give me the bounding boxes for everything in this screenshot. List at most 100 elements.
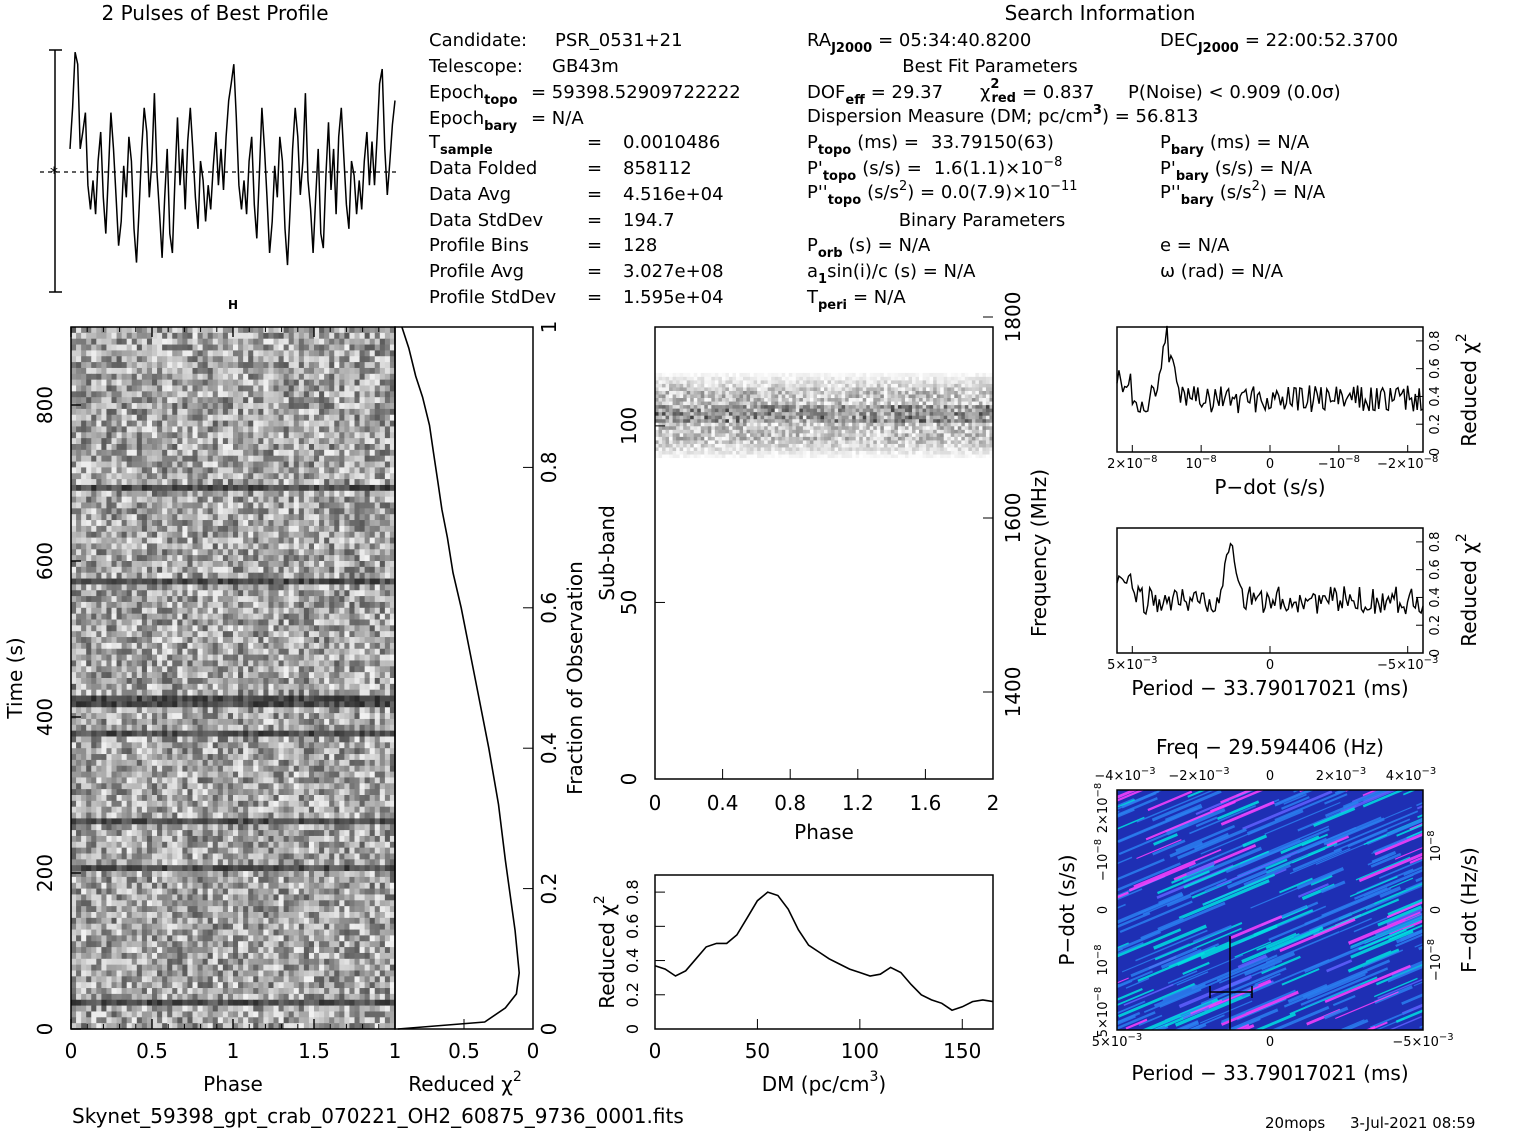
heatmap-cell xyxy=(152,362,158,369)
heatmap-cell xyxy=(268,338,274,345)
heatmap-cell xyxy=(106,408,112,416)
heatmap-cell xyxy=(329,520,335,527)
heatmap-cell xyxy=(339,596,345,603)
heatmap-cell xyxy=(339,701,345,708)
heatmap-cell xyxy=(111,625,117,632)
heatmap-cell xyxy=(329,490,335,498)
heatmap-cell xyxy=(152,607,158,615)
heatmap-cell xyxy=(81,408,87,416)
heatmap-cell xyxy=(283,590,290,597)
heatmap-cell xyxy=(111,537,117,544)
heatmap-cell xyxy=(101,754,107,761)
heatmap-cell xyxy=(369,332,376,340)
heatmap-cell xyxy=(131,455,138,462)
heatmap-cell xyxy=(354,683,360,691)
heatmap-cell xyxy=(116,408,123,416)
heatmap-cell xyxy=(298,490,305,498)
heatmap-cell xyxy=(217,666,224,673)
heatmap-cell xyxy=(86,362,92,369)
heatmap-cell xyxy=(182,496,188,503)
heatmap-cell xyxy=(81,765,87,772)
heatmap-cell xyxy=(81,613,87,620)
heatmap-cell xyxy=(162,543,168,550)
heatmap-cell xyxy=(182,660,188,667)
heatmap-cell xyxy=(293,572,300,579)
heatmap-cell xyxy=(369,356,376,363)
heatmap-cell xyxy=(374,607,381,615)
heatmap-cell xyxy=(91,771,97,778)
heatmap-cell xyxy=(283,625,290,632)
heatmap-cell xyxy=(379,420,386,427)
heatmap-cell xyxy=(248,695,254,702)
heatmap-cell xyxy=(217,484,224,492)
heatmap-cell xyxy=(227,385,234,392)
heatmap-cell xyxy=(86,332,92,340)
heatmap-cell xyxy=(283,578,290,585)
heatmap-cell xyxy=(319,356,325,363)
heatmap-cell xyxy=(101,514,107,521)
heatmap-cell xyxy=(288,666,295,673)
heatmap-cell xyxy=(374,490,381,498)
heatmap-cell xyxy=(258,689,264,696)
heatmap-cell xyxy=(172,637,178,644)
heatmap-cell xyxy=(308,479,315,486)
heatmap-cell xyxy=(248,467,254,474)
heatmap-cell xyxy=(106,642,112,650)
heatmap-cell xyxy=(319,701,325,708)
heatmap-cell xyxy=(359,730,366,737)
heatmap-cell xyxy=(217,479,224,486)
heatmap-cell xyxy=(217,455,224,462)
heatmap-cell xyxy=(76,332,82,340)
heatmap-cell xyxy=(111,432,117,439)
heatmap-cell xyxy=(177,525,183,533)
heatmap-cell xyxy=(111,350,117,357)
heatmap-cell xyxy=(167,648,173,655)
heatmap-cell xyxy=(329,549,335,556)
heatmap-cell xyxy=(344,555,350,562)
heatmap-cell xyxy=(349,484,355,492)
heatmap-cell xyxy=(177,759,183,767)
heatmap-cell xyxy=(283,379,290,386)
heatmap-cell xyxy=(319,531,325,538)
heatmap-cell xyxy=(273,385,279,392)
heatmap-cell xyxy=(344,754,350,761)
heatmap-cell xyxy=(111,356,117,363)
heatmap-cell xyxy=(212,759,219,767)
heatmap-cell xyxy=(202,561,209,568)
heatmap-cell xyxy=(157,631,163,638)
heatmap-cell xyxy=(258,397,264,404)
heatmap-cell xyxy=(96,596,102,603)
heatmap-cell xyxy=(167,771,173,778)
heatmap-cell xyxy=(359,689,366,696)
heatmap-cell xyxy=(177,701,183,708)
heatmap-cell xyxy=(263,502,269,509)
heatmap-cell xyxy=(293,403,300,410)
heatmap-cell xyxy=(243,572,249,579)
heatmap-cell xyxy=(192,555,198,562)
heatmap-cell xyxy=(303,367,310,375)
heatmap-cell xyxy=(86,525,92,533)
heatmap-cell xyxy=(126,403,133,410)
heatmap-cell xyxy=(172,502,178,509)
heatmap-cell xyxy=(329,707,335,714)
heatmap-cell xyxy=(157,619,163,626)
heatmap-cell xyxy=(126,338,133,345)
heatmap-cell xyxy=(288,473,295,480)
heatmap-cell xyxy=(146,537,153,544)
heatmap-cell xyxy=(157,520,163,527)
heatmap-cell xyxy=(268,367,274,375)
heatmap-cell xyxy=(248,543,254,550)
heatmap-cell xyxy=(187,730,193,737)
heatmap-cell xyxy=(268,566,274,574)
heatmap-cell xyxy=(217,672,224,679)
heatmap-cell xyxy=(303,373,310,381)
heatmap-cell xyxy=(288,344,295,351)
heatmap-cell xyxy=(207,350,214,357)
heatmap-cell xyxy=(101,420,107,427)
heatmap-cell xyxy=(364,607,371,615)
heatmap-cell xyxy=(81,654,87,661)
heatmap-cell xyxy=(278,748,285,755)
heatmap-cell xyxy=(101,572,107,579)
heatmap-cell xyxy=(273,338,279,345)
heatmap-cell xyxy=(349,637,355,644)
